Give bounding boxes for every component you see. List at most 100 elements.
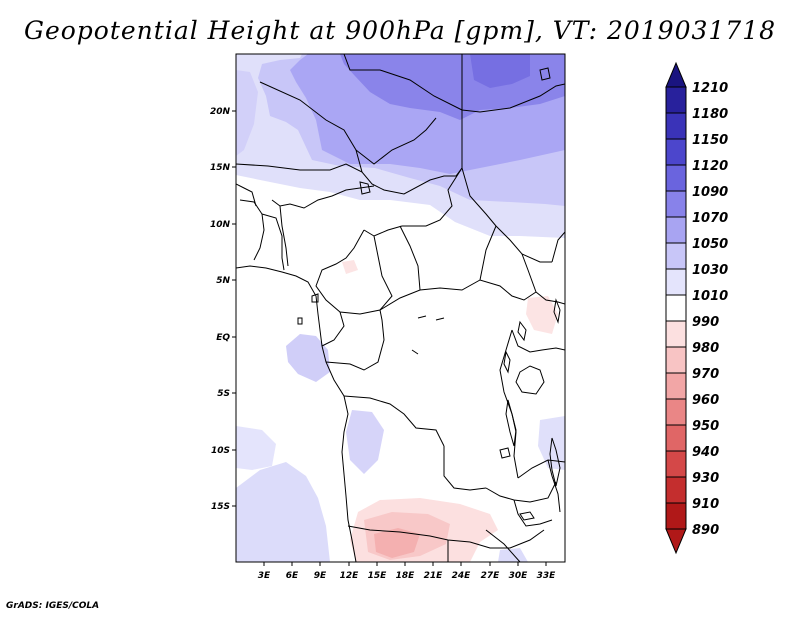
lake-mweru (499, 447, 511, 459)
border-senegal (239, 199, 265, 261)
border-ghana (261, 213, 285, 271)
lon-label: 21E (424, 571, 444, 581)
contour-970-south (374, 528, 420, 558)
colorbar-cell (665, 190, 687, 218)
colorbar-cell (665, 242, 687, 270)
border-east-africa (535, 291, 565, 305)
colorbar-cell (665, 164, 687, 192)
border-namibia (469, 529, 545, 549)
lake-kivu (503, 350, 511, 374)
border-uganda (511, 329, 565, 353)
border-egypt (461, 83, 565, 113)
border-drc-west (325, 309, 385, 371)
lat-label: 15S (211, 502, 230, 512)
border-cameroon (315, 229, 393, 315)
contour-1010-southwest (236, 462, 330, 562)
map-frame (235, 53, 566, 563)
contour-1010-angola (346, 410, 384, 474)
colorbar-level-label: 1120 (692, 159, 728, 174)
colorbar-level-label: 940 (692, 445, 719, 460)
colorbar-cell (665, 450, 687, 478)
border-angola-south (347, 525, 471, 543)
border-tanzania (517, 459, 565, 479)
colorbar (665, 61, 687, 555)
border-algeria-mali (259, 81, 363, 173)
colorbar-cell (665, 268, 687, 296)
colorbar-cell (665, 346, 687, 374)
contour-1010-south-tip (498, 548, 528, 562)
border-chad-car (399, 225, 421, 291)
colorbar-cell (665, 320, 687, 348)
borders (236, 54, 565, 562)
lat-label: 20N (210, 107, 231, 117)
lat-label: 15N (210, 163, 231, 173)
lon-label: 12E (340, 571, 360, 581)
lon-axis (263, 562, 547, 566)
colorbar-level-label: 1070 (692, 211, 728, 226)
lon-label: 15E (368, 571, 388, 581)
lake-turkana (553, 298, 561, 324)
colorbar-top-arrow (665, 61, 687, 88)
lon-label: 33E (537, 571, 557, 581)
lon-label: 3E (258, 571, 271, 581)
lake-albert (517, 320, 527, 342)
colorbar-cell (665, 112, 687, 140)
border-sahel (236, 163, 463, 195)
colorbar-cell (665, 398, 687, 426)
border-westcoast (236, 183, 257, 207)
contour-990-cameroon (342, 260, 358, 274)
colorbar-level-label: 1030 (692, 263, 728, 278)
border-sudan (461, 167, 552, 263)
colorbar-level-label: 990 (692, 315, 719, 330)
border-niger-chad (363, 54, 463, 237)
colorbar-level-label: 930 (692, 471, 719, 486)
colorbar-level-label: 980 (692, 341, 719, 356)
colorbar-level-label: 1050 (692, 237, 728, 252)
border-angola (443, 446, 487, 491)
lon-label: 30E (509, 571, 529, 581)
lat-label: 5S (217, 389, 230, 399)
lon-label: 27E (481, 571, 501, 581)
border-congo (321, 311, 345, 347)
border-ethiopia (551, 231, 565, 263)
lake-chad (359, 181, 371, 195)
contour-1010-westcoast (236, 426, 276, 470)
contour-1030-west-blob (236, 70, 258, 156)
colorbar-cell (665, 476, 687, 504)
colorbar-level-label: 910 (692, 497, 719, 512)
lon-label: 24E (452, 571, 472, 581)
colorbar-level-label: 1210 (692, 81, 728, 96)
sao-tome (297, 317, 303, 325)
border-nigeria-south (279, 205, 289, 267)
border-malawi (547, 459, 561, 513)
river-congo-dashes (411, 315, 445, 355)
lake-tana (539, 67, 551, 81)
bioko-island (311, 293, 319, 303)
border-mali (355, 117, 437, 165)
lat-label: EQ (216, 333, 230, 343)
lake-tanganyika (505, 399, 517, 447)
lat-axis (232, 110, 236, 507)
lat-label: 5N (216, 276, 230, 286)
lat-label: 10S (211, 446, 230, 456)
lake-victoria (515, 365, 545, 395)
lon-labels: 3E 6E 9E 12E 15E 18E 21E 24E 27E 30E 33E (258, 571, 556, 581)
colorbar-cell (665, 502, 687, 530)
lon-label: 6E (286, 571, 299, 581)
contour-990-lakes (526, 296, 558, 334)
map-title: Geopotential Height at 900hPa [gpm], VT:… (23, 16, 777, 45)
colorbar-cell (665, 138, 687, 166)
colorbar-level-label: 1010 (692, 289, 728, 304)
colorbar-cell (665, 216, 687, 244)
colorbar-cell (665, 294, 687, 322)
border-nigeria (271, 185, 375, 209)
border-zambia (485, 481, 557, 503)
colorbar-level-label: 1150 (692, 133, 728, 148)
colorbar-cell (665, 86, 687, 114)
colorbar-level-label: 960 (692, 393, 719, 408)
colorbar-bottom-arrow (665, 528, 687, 555)
colorbar-cell (665, 372, 687, 400)
lake-malawi (549, 437, 561, 487)
border-mozambique (513, 499, 553, 527)
